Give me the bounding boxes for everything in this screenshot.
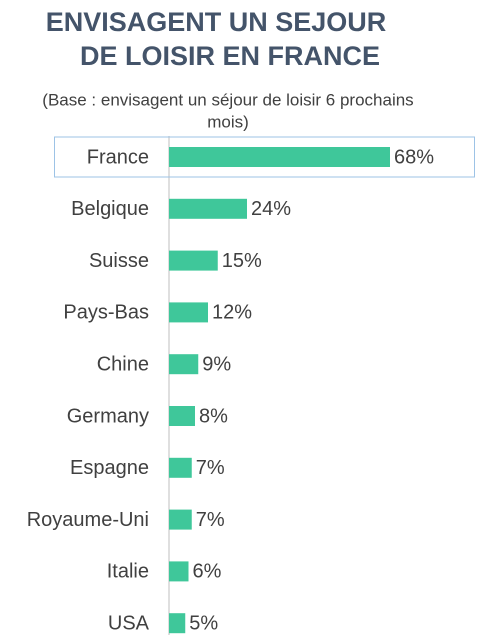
y-tick-label: Pays-Bas [63, 302, 149, 324]
y-tick-label: Chine [97, 353, 149, 375]
data-label: 15% [222, 250, 262, 272]
data-label: 7% [196, 457, 225, 479]
y-tick-label: Belgique [71, 198, 149, 220]
data-label: 7% [196, 509, 225, 531]
bar [169, 147, 390, 167]
data-label: 5% [189, 612, 218, 634]
data-label: 24% [251, 198, 291, 220]
chart-subtitle: (Base : envisagent un séjour de loisir 6… [42, 90, 413, 109]
y-tick-label: Royaume-Uni [27, 509, 149, 531]
y-tick-label: Germany [67, 405, 149, 427]
bar [169, 198, 247, 219]
y-tick-label: Italie [107, 561, 149, 583]
y-tick-label: France [87, 146, 149, 168]
highlight-box [54, 136, 475, 178]
chart-title: ENVISAGENT UN SEJOUR [46, 7, 387, 37]
bar [169, 406, 195, 426]
y-tick-label: Espagne [70, 457, 149, 479]
chart-subtitle: mois) [207, 112, 249, 131]
data-label: 6% [193, 561, 222, 583]
y-tick-label: USA [108, 612, 150, 634]
y-tick-label: Suisse [89, 250, 149, 272]
data-label: 8% [199, 405, 228, 427]
bar [169, 613, 186, 634]
bar [169, 354, 199, 375]
bar [169, 302, 208, 323]
bar [169, 509, 192, 530]
bar [169, 250, 218, 271]
data-label: 12% [212, 302, 252, 324]
data-label: 9% [202, 353, 231, 375]
chart-title: DE LOISIR EN FRANCE [80, 41, 380, 71]
bar [169, 457, 192, 478]
data-label: 68% [394, 146, 434, 168]
bar [169, 561, 189, 582]
